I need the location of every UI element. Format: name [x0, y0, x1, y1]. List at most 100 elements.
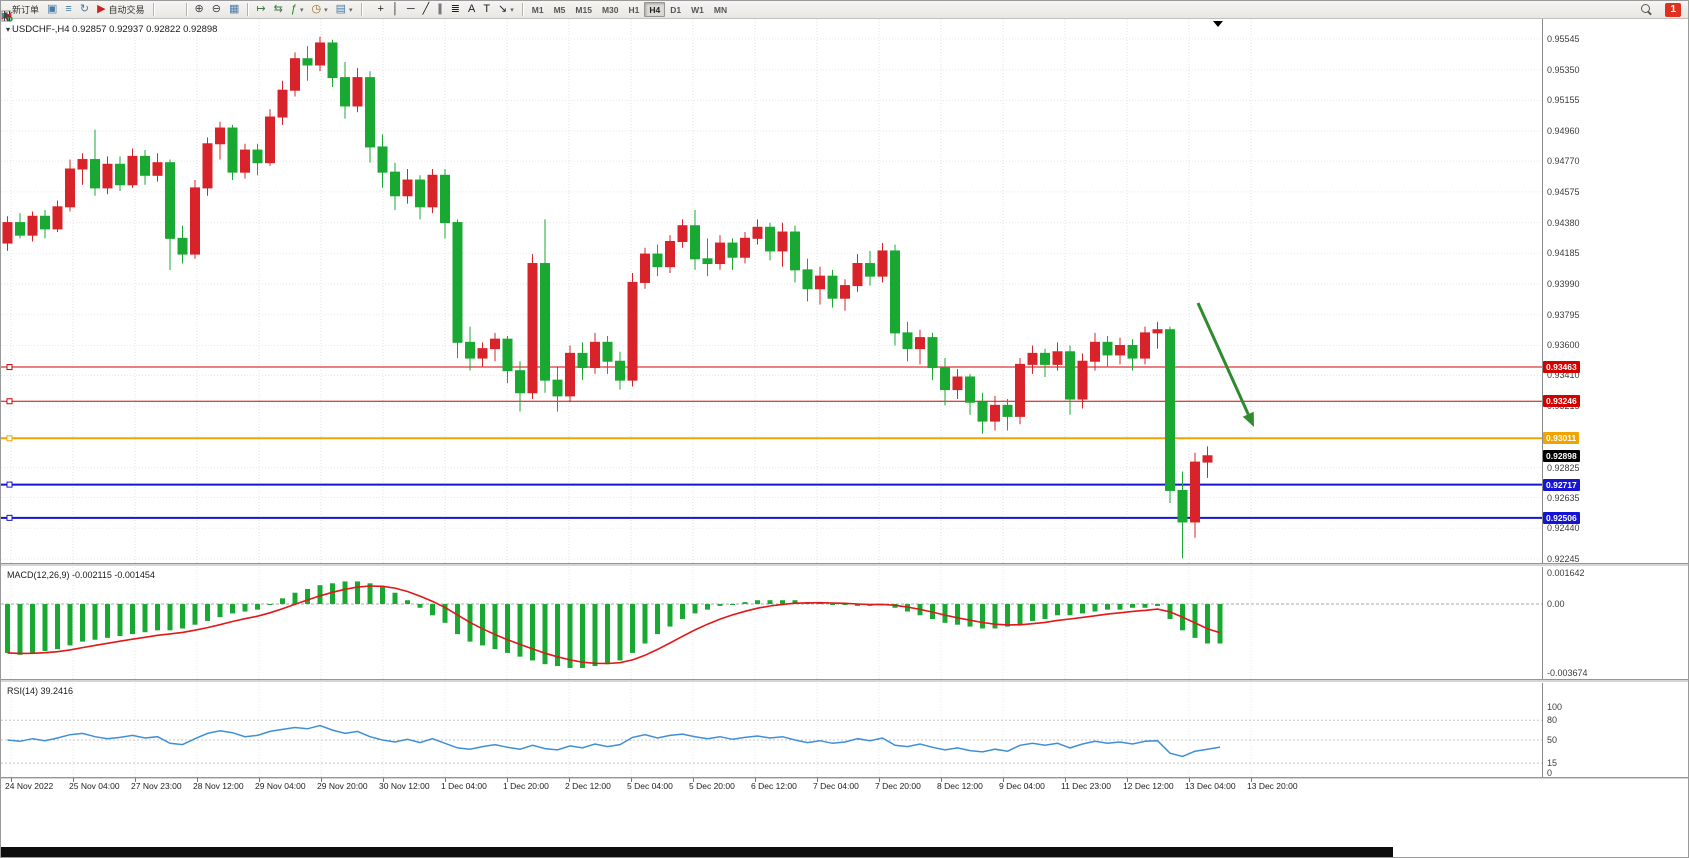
timeframe-W1[interactable]: W1 [691, 5, 704, 15]
time-axis-label: 5 Dec 20:00 [689, 781, 735, 791]
time-axis-label: 24 Nov 2022 [5, 781, 54, 791]
macd-signal-line [7, 585, 1221, 665]
channel-button[interactable]: ∥ [433, 2, 447, 17]
text-icon: A [467, 3, 476, 15]
time-axis-label: 28 Nov 12:00 [193, 781, 244, 791]
time-tick [1251, 778, 1252, 782]
bar-chart-button[interactable] [2, 2, 166, 21]
auto-scroll-button[interactable]: ↦ [252, 2, 269, 17]
zoom-out-button[interactable]: ⊖ [208, 2, 225, 17]
time-axis-label: 8 Dec 12:00 [937, 781, 983, 791]
price-tag: 0.92898 [1543, 450, 1580, 463]
history-button[interactable]: ↻ [76, 2, 93, 17]
vertical-line-button[interactable]: │ [388, 2, 403, 17]
time-axis-label: 12 Dec 12:00 [1123, 781, 1174, 791]
rsi-panel[interactable] [1, 683, 1542, 777]
toolbar-group-trade: 新订单 ▣ ≡ ↻ ▶ 自动交易 [1, 1, 149, 22]
horizontal-line-button[interactable]: ─ [403, 2, 419, 17]
time-tick [135, 778, 136, 782]
timeframe-M1[interactable]: M1 [531, 5, 544, 15]
toolbar-separator [360, 3, 362, 16]
notification-badge[interactable]: 1 [1665, 2, 1681, 17]
label-button[interactable]: T [479, 2, 494, 17]
chevron-down-icon: ▾ [299, 6, 304, 14]
time-axis-label: 7 Dec 20:00 [875, 781, 921, 791]
candles [2, 36, 1213, 559]
chart-shift-button[interactable]: ⇆ [270, 2, 287, 17]
timeframe-D1[interactable]: D1 [670, 5, 682, 15]
price-axis-label: 0.94575 [1547, 186, 1580, 197]
timeframe-H1[interactable]: H1 [628, 5, 640, 15]
time-tick [197, 778, 198, 782]
clock-button[interactable]: ◷ ▾ [307, 2, 331, 17]
time-tick [445, 778, 446, 782]
scroll-end-marker [1213, 21, 1223, 27]
time-axis-label: 29 Nov 20:00 [317, 781, 368, 791]
price-tag: 0.93246 [1543, 395, 1580, 408]
time-axis-label: 5 Dec 04:00 [627, 781, 673, 791]
crosshair-button[interactable]: + [374, 2, 388, 17]
fibonacci-button[interactable]: ≣ [447, 2, 464, 17]
time-tick [73, 778, 74, 782]
line-chart-button[interactable] [1, 2, 182, 19]
toolbar-separator [521, 3, 523, 16]
time-axis-label: 25 Nov 04:00 [69, 781, 120, 791]
price-chart[interactable] [1, 19, 1542, 563]
time-tick [259, 778, 260, 782]
cursor-button[interactable] [4, 2, 374, 21]
arrows-button[interactable]: ↘ ▾ [494, 2, 518, 17]
time-axis-label: 1 Dec 20:00 [503, 781, 549, 791]
timeframe-M15[interactable]: M15 [575, 5, 592, 15]
macd-axis-label: 0.00 [1547, 599, 1565, 609]
chart-window-button[interactable]: ▣ [43, 2, 61, 17]
main-toolbar: 新订单 ▣ ≡ ↻ ▶ 自动交易 ⊕ ⊖ ▦ ↦ ⇆ ƒ ▾ ◷ ▾ ▤ ▾ + │ ─ ╱ ∥ ≣ A T ↘ ▾ M1 M5 M15 M… [1, 1, 1688, 22]
price-axis-border [1542, 19, 1543, 777]
market-watch-button[interactable]: ≡ [61, 2, 75, 17]
fibonacci-icon: ≣ [450, 3, 460, 15]
macd-panel[interactable] [1, 567, 1542, 679]
time-tick [693, 778, 694, 782]
rsi-axis-label: 80 [1547, 715, 1558, 726]
search-button[interactable] [1637, 2, 1657, 17]
timeframe-MN[interactable]: MN [713, 5, 728, 15]
timeframe-H4[interactable]: H4 [644, 2, 666, 17]
symbol-dropdown-icon[interactable]: ▾ [6, 25, 11, 34]
autotrading-label: 自动交易 [108, 5, 145, 15]
templates-button[interactable]: ▤ ▾ [332, 2, 357, 17]
panel-separator-macd[interactable] [1, 563, 1688, 567]
history-icon: ↻ [79, 3, 90, 15]
price-tag: 0.93011 [1543, 432, 1580, 445]
candlestick-button[interactable] [3, 2, 174, 21]
chart-window-icon: ▣ [47, 3, 58, 15]
time-axis-label: 11 Dec 23:00 [1061, 781, 1111, 791]
indicators-button[interactable]: ƒ ▾ [287, 2, 308, 17]
trendline-button[interactable]: ╱ [419, 2, 434, 17]
zoom-in-button[interactable]: ⊕ [191, 2, 208, 17]
tile-windows-button[interactable]: ▦ [225, 2, 243, 17]
time-axis-label: 6 Dec 12:00 [751, 781, 797, 791]
macd-indicator-label: MACD(12,26,9) -0.002115 -0.001454 [7, 570, 155, 580]
toolbar-separator [185, 3, 187, 16]
auto-scroll-icon: ↦ [256, 3, 266, 15]
toolbar-group-zoom: ⊕ ⊖ ▦ [191, 1, 244, 18]
timeframe-M30[interactable]: M30 [601, 5, 619, 15]
toolbar-group-timeframes: M1 M5 M15 M30 H1 H4 D1 W1 MN [527, 1, 732, 18]
price-tag: 0.92506 [1543, 511, 1580, 524]
panel-separator-rsi[interactable] [1, 679, 1688, 683]
toolbar-group-objects: + │ ─ ╱ ∥ ≣ A T ↘ ▾ [4, 1, 518, 21]
timeframe-M5[interactable]: M5 [553, 5, 566, 15]
rsi-axis-label: 0 [1547, 768, 1553, 778]
chevron-down-icon: ▾ [510, 6, 514, 14]
search-icon [1641, 3, 1653, 16]
autotrading-button[interactable]: ▶ 自动交易 [93, 2, 148, 17]
time-axis-label: 1 Dec 04:00 [441, 781, 487, 791]
chevron-down-icon: ▾ [324, 6, 328, 14]
text-button[interactable]: A [464, 2, 479, 17]
price-axis-label: 0.93795 [1547, 309, 1580, 320]
toolbar-separator [152, 3, 154, 16]
time-tick [1065, 778, 1066, 782]
time-tick [1003, 778, 1004, 782]
channel-icon: ∥ [437, 3, 443, 15]
time-axis-label: 2 Dec 12:00 [565, 781, 611, 791]
price-axis-label: 0.93600 [1547, 340, 1580, 351]
